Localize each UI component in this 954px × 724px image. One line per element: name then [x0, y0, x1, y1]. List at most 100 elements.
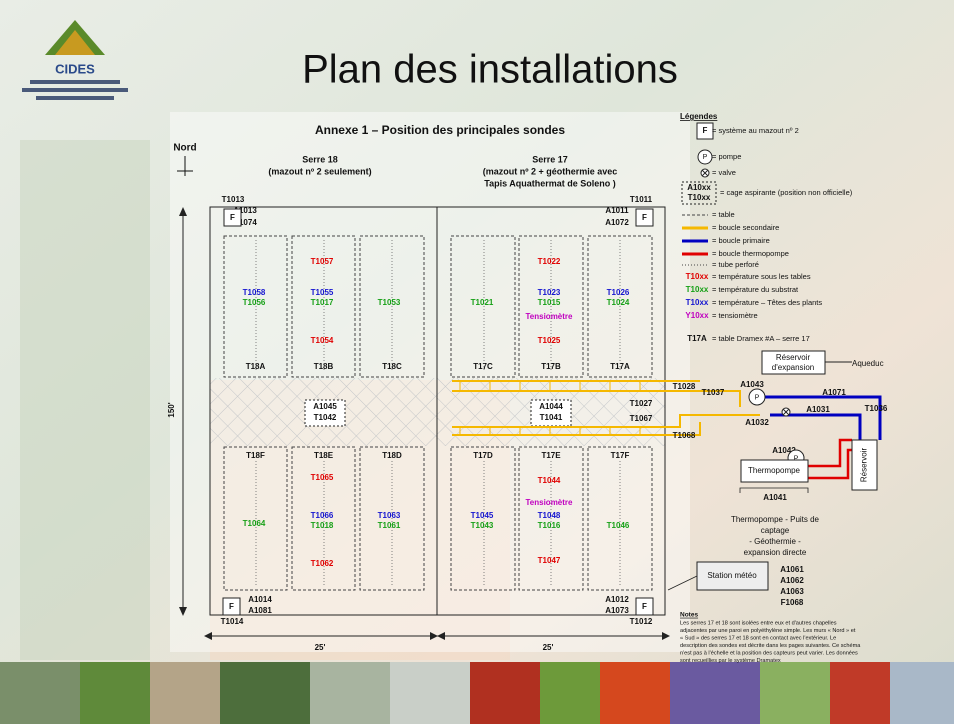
sensor-label: T1056	[243, 298, 266, 307]
furnace-label: F	[642, 213, 647, 222]
probe-label: T1036	[865, 404, 888, 413]
sensor-label: T1025	[538, 336, 561, 345]
caption-line: captage	[761, 526, 790, 535]
probe-label: A1062	[780, 576, 804, 585]
caption-line: expansion directe	[744, 548, 807, 557]
sensor-label: T1026	[607, 288, 630, 297]
legend-title: Légendes	[680, 112, 718, 121]
probe-label: T1067	[630, 414, 653, 423]
sensor-label: T1018	[311, 521, 334, 530]
legend-text: = température sous les tables	[712, 272, 811, 281]
sensor-label: T1045	[471, 511, 494, 520]
probe-label: T1011	[630, 195, 653, 204]
legend-symbol: F	[703, 126, 708, 135]
probe-label: A1043	[740, 380, 764, 389]
slide: CIDES Plan des installations Annexe 1 – …	[0, 0, 954, 724]
sensor-label: T1066	[311, 511, 334, 520]
tank-label: Réservoir	[860, 448, 869, 483]
sensor-label: T1058	[243, 288, 266, 297]
probe-label: A1063	[780, 587, 804, 596]
sensor-label: T1053	[378, 298, 401, 307]
label: (mazout nº 2 seulement)	[268, 166, 371, 176]
notes-line: Les serres 17 et 18 sont isolées entre e…	[680, 620, 837, 626]
sensor-label: T1017	[311, 298, 334, 307]
probe-label: A1032	[745, 418, 769, 427]
probe-label: T1068	[673, 431, 696, 440]
expansion-tank-label: d'expansion	[772, 363, 814, 372]
sensor-label: T1043	[471, 521, 494, 530]
notes-title: Notes	[680, 612, 698, 619]
probe-label: T1013	[222, 195, 245, 204]
probe-label: F1068	[781, 598, 804, 607]
legend-text: = valve	[712, 168, 736, 177]
notes-line: adjacentes par une paroi en polyéthylène…	[680, 628, 856, 634]
probe-label: A1011	[605, 206, 629, 215]
label: Tapis Aquathermat de Soleno )	[484, 178, 616, 188]
label: Nord	[173, 143, 196, 154]
label: Annexe 1 – Position des principales sond…	[315, 123, 565, 137]
legend-text: = température – Têtes des plants	[712, 298, 822, 307]
dimension-label: 25'	[315, 643, 326, 652]
probe-label: A1081	[248, 606, 272, 615]
sensor-label: Tensiomètre	[526, 498, 574, 507]
probe-label: A1045	[313, 402, 337, 411]
probe-label: A1041	[763, 493, 787, 502]
notes-line: description des sondes est décrite dans …	[680, 643, 861, 649]
sensor-label: T1054	[311, 336, 334, 345]
sensor-label: T1016	[538, 521, 561, 530]
table-label: T18F	[246, 451, 265, 460]
photo-strip	[0, 662, 954, 724]
slide-title: Plan des installations	[302, 48, 678, 92]
sensor-label: T1047	[538, 556, 561, 565]
aqueduct-label: Aqueduc	[852, 359, 884, 368]
legend-symbol: P	[703, 154, 708, 161]
sensor-label: Tensiomètre	[526, 312, 574, 321]
sensor-label: T1023	[538, 288, 561, 297]
sensor-label: T1061	[378, 521, 401, 530]
table-label: T17D	[473, 451, 493, 460]
sensor-label: T1015	[538, 298, 561, 307]
logo-text: CIDES	[55, 61, 95, 76]
dimension-label: 25'	[543, 643, 554, 652]
sensor-label: T1024	[607, 298, 630, 307]
caption-line: Thermopompe - Puits de	[731, 515, 820, 524]
legend-symbol: T10xx	[688, 193, 711, 202]
label: Serre 17	[532, 154, 568, 164]
legend-text: = système au mazout nº 2	[712, 126, 799, 135]
legend-text: = pompe	[712, 152, 741, 161]
probe-label: T1028	[673, 382, 696, 391]
probe-label: T1012	[630, 617, 653, 626]
dimension-label: 150'	[167, 402, 176, 417]
caption-line: - Géothermie -	[749, 537, 801, 546]
notes-line: « Sud » des serres 17 et 18 sont en cont…	[680, 635, 836, 641]
background-plants	[20, 140, 150, 660]
sensor-label: T1055	[311, 288, 334, 297]
notes-line: n'est pas à l'échelle et la position des…	[680, 650, 858, 656]
legend-text: = tube perforé	[712, 260, 759, 269]
sensor-label: T1048	[538, 511, 561, 520]
weather-station-label: Station météo	[707, 571, 757, 580]
table-label: T17F	[611, 451, 630, 460]
probe-label: A1014	[248, 595, 272, 604]
table-label: T17C	[473, 362, 493, 371]
label: (mazout nº 2 + géothermie avec	[483, 166, 618, 176]
pump-label: P	[755, 394, 760, 401]
legend-symbol: Y10xx	[685, 311, 709, 320]
expansion-tank-label: Réservoir	[776, 353, 811, 362]
sensor-label: T1022	[538, 257, 561, 266]
legend-symbol: T10xx	[686, 285, 709, 294]
notes-line: sont recueillies par le système Dramatex	[680, 658, 781, 664]
heat-pump-label: Thermopompe	[748, 466, 801, 475]
sensor-label: T1062	[311, 559, 334, 568]
furnace-label: F	[230, 213, 235, 222]
furnace-label: F	[229, 602, 234, 611]
table-label: T17E	[541, 451, 561, 460]
legend-symbol: T10xx	[686, 272, 709, 281]
sensor-label: T1063	[378, 511, 401, 520]
legend-text: = boucle secondaire	[712, 223, 779, 232]
probe-label: A1012	[605, 595, 629, 604]
legend-text: = table	[712, 210, 735, 219]
probe-label: A1044	[539, 402, 563, 411]
probe-label: T1042	[314, 413, 337, 422]
probe-label: T1014	[221, 617, 244, 626]
